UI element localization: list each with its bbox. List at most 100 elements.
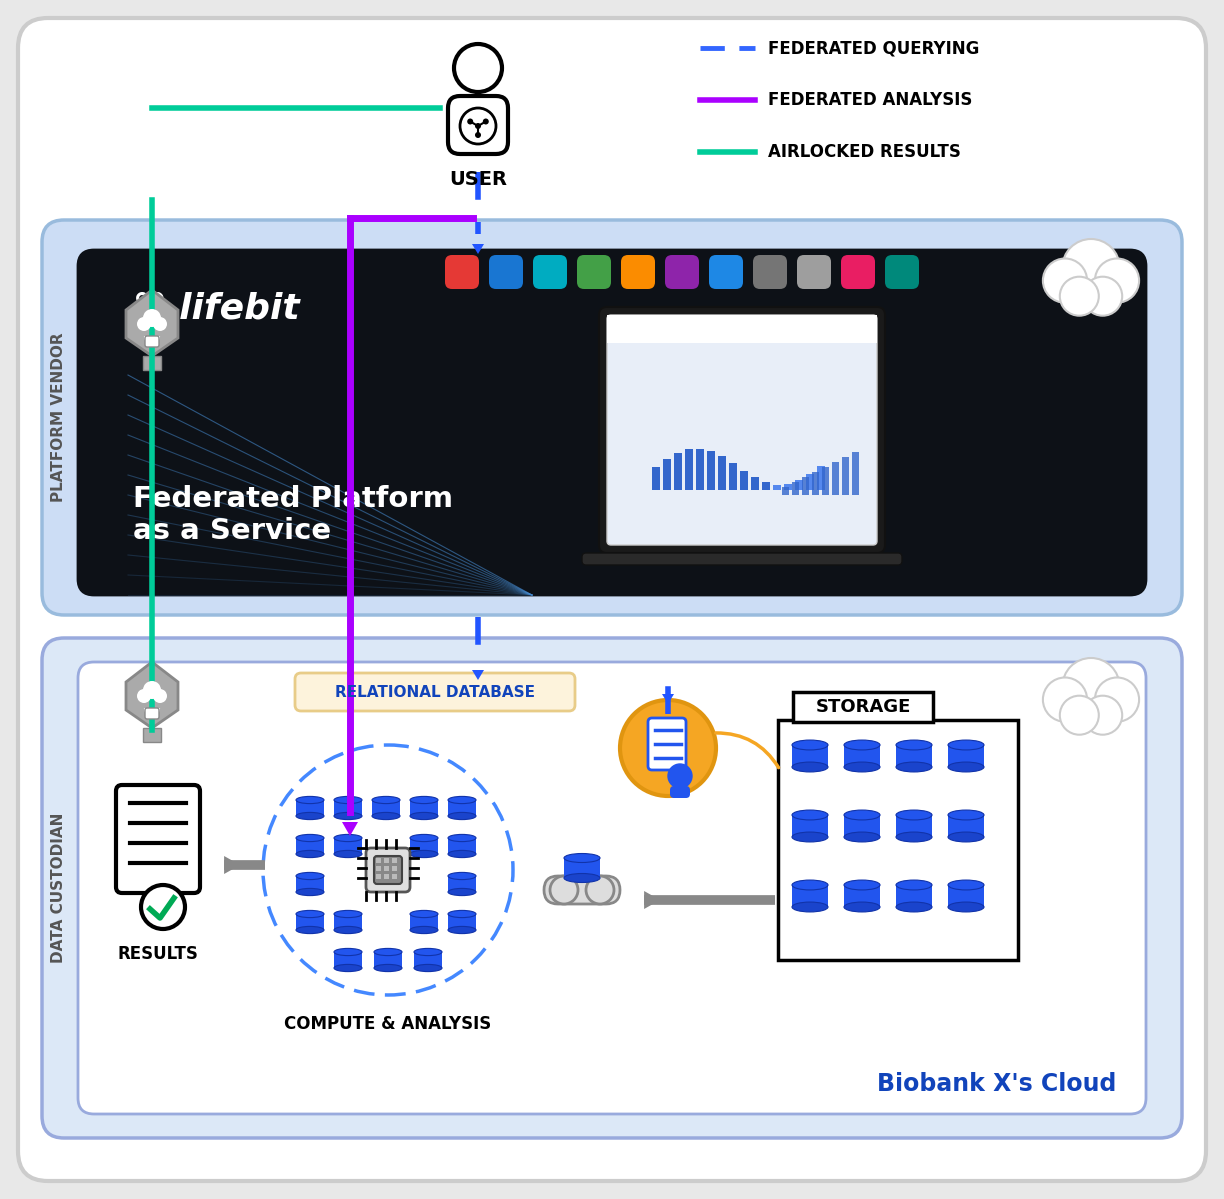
Ellipse shape	[949, 902, 984, 912]
Bar	[372, 800, 400, 817]
Ellipse shape	[296, 850, 324, 857]
Bar	[730, 463, 737, 490]
Ellipse shape	[334, 927, 362, 934]
FancyBboxPatch shape	[647, 718, 685, 770]
Bar	[392, 866, 397, 870]
Ellipse shape	[448, 910, 476, 917]
Bar	[448, 914, 476, 930]
Circle shape	[143, 309, 162, 327]
FancyBboxPatch shape	[841, 255, 875, 289]
Ellipse shape	[448, 813, 476, 820]
FancyBboxPatch shape	[78, 662, 1146, 1114]
Ellipse shape	[372, 796, 400, 803]
Text: PLATFORM VENDOR: PLATFORM VENDOR	[50, 332, 66, 502]
Ellipse shape	[414, 948, 442, 956]
Bar	[652, 466, 660, 490]
Bar	[376, 874, 381, 879]
Ellipse shape	[448, 888, 476, 896]
Bar	[823, 466, 829, 495]
Circle shape	[668, 764, 692, 788]
Ellipse shape	[334, 813, 362, 820]
FancyBboxPatch shape	[116, 785, 200, 893]
Ellipse shape	[334, 910, 362, 917]
Bar	[896, 885, 931, 906]
FancyBboxPatch shape	[448, 96, 508, 153]
Ellipse shape	[845, 811, 880, 820]
FancyBboxPatch shape	[42, 638, 1182, 1138]
Circle shape	[586, 876, 614, 904]
Ellipse shape	[792, 902, 827, 912]
Bar	[376, 866, 381, 870]
Ellipse shape	[792, 832, 827, 842]
Bar	[792, 885, 827, 906]
Circle shape	[454, 44, 502, 92]
Text: DATA CUSTODIAN: DATA CUSTODIAN	[50, 813, 66, 963]
Circle shape	[482, 119, 488, 125]
Ellipse shape	[296, 796, 324, 803]
Bar	[792, 745, 827, 767]
Circle shape	[141, 885, 185, 929]
FancyBboxPatch shape	[42, 219, 1182, 615]
Ellipse shape	[792, 763, 827, 772]
Bar	[296, 838, 324, 854]
Text: Federated Platform
as a Service: Federated Platform as a Service	[133, 484, 453, 546]
Bar	[949, 815, 984, 837]
Ellipse shape	[410, 927, 438, 934]
FancyBboxPatch shape	[446, 255, 479, 289]
Ellipse shape	[845, 880, 880, 890]
Polygon shape	[126, 290, 177, 356]
Circle shape	[263, 745, 513, 995]
Circle shape	[153, 317, 166, 331]
Polygon shape	[126, 662, 177, 728]
Circle shape	[1095, 677, 1140, 722]
Bar	[741, 470, 748, 490]
Text: RESULTS: RESULTS	[118, 945, 198, 963]
Ellipse shape	[410, 850, 438, 857]
Circle shape	[621, 700, 716, 796]
Bar	[334, 838, 362, 854]
Bar	[782, 487, 789, 495]
Bar	[778, 721, 1018, 960]
Ellipse shape	[296, 873, 324, 880]
Ellipse shape	[792, 880, 827, 890]
Text: FEDERATED QUERYING: FEDERATED QUERYING	[767, 40, 979, 58]
Ellipse shape	[448, 873, 476, 880]
Bar	[143, 728, 162, 742]
Ellipse shape	[296, 888, 324, 896]
Bar	[384, 866, 389, 870]
FancyBboxPatch shape	[366, 848, 410, 892]
Bar	[852, 452, 859, 495]
Circle shape	[1043, 677, 1087, 722]
Ellipse shape	[448, 850, 476, 857]
Bar	[334, 914, 362, 930]
Text: COMPUTE & ANALYSIS: COMPUTE & ANALYSIS	[284, 1016, 492, 1034]
FancyBboxPatch shape	[797, 255, 831, 289]
FancyArrow shape	[341, 812, 357, 836]
Bar	[448, 800, 476, 817]
Circle shape	[143, 681, 162, 699]
FancyBboxPatch shape	[295, 673, 575, 711]
FancyBboxPatch shape	[753, 255, 787, 289]
Bar	[334, 800, 362, 817]
Bar	[845, 745, 880, 767]
Circle shape	[468, 119, 474, 125]
Ellipse shape	[334, 948, 362, 956]
Circle shape	[1060, 695, 1099, 735]
Bar	[816, 466, 825, 490]
Ellipse shape	[410, 835, 438, 842]
Ellipse shape	[410, 796, 438, 803]
FancyBboxPatch shape	[543, 876, 621, 904]
FancyBboxPatch shape	[490, 255, 523, 289]
FancyBboxPatch shape	[144, 336, 159, 347]
Text: ⌘ lifebit: ⌘ lifebit	[133, 291, 300, 325]
Bar	[448, 838, 476, 854]
FancyArrow shape	[644, 891, 660, 909]
Bar	[375, 952, 401, 968]
Bar	[410, 914, 438, 930]
Ellipse shape	[896, 902, 931, 912]
Bar	[763, 482, 770, 490]
Bar	[896, 745, 931, 767]
Bar	[842, 457, 849, 495]
Ellipse shape	[372, 813, 400, 820]
Circle shape	[1060, 277, 1099, 315]
